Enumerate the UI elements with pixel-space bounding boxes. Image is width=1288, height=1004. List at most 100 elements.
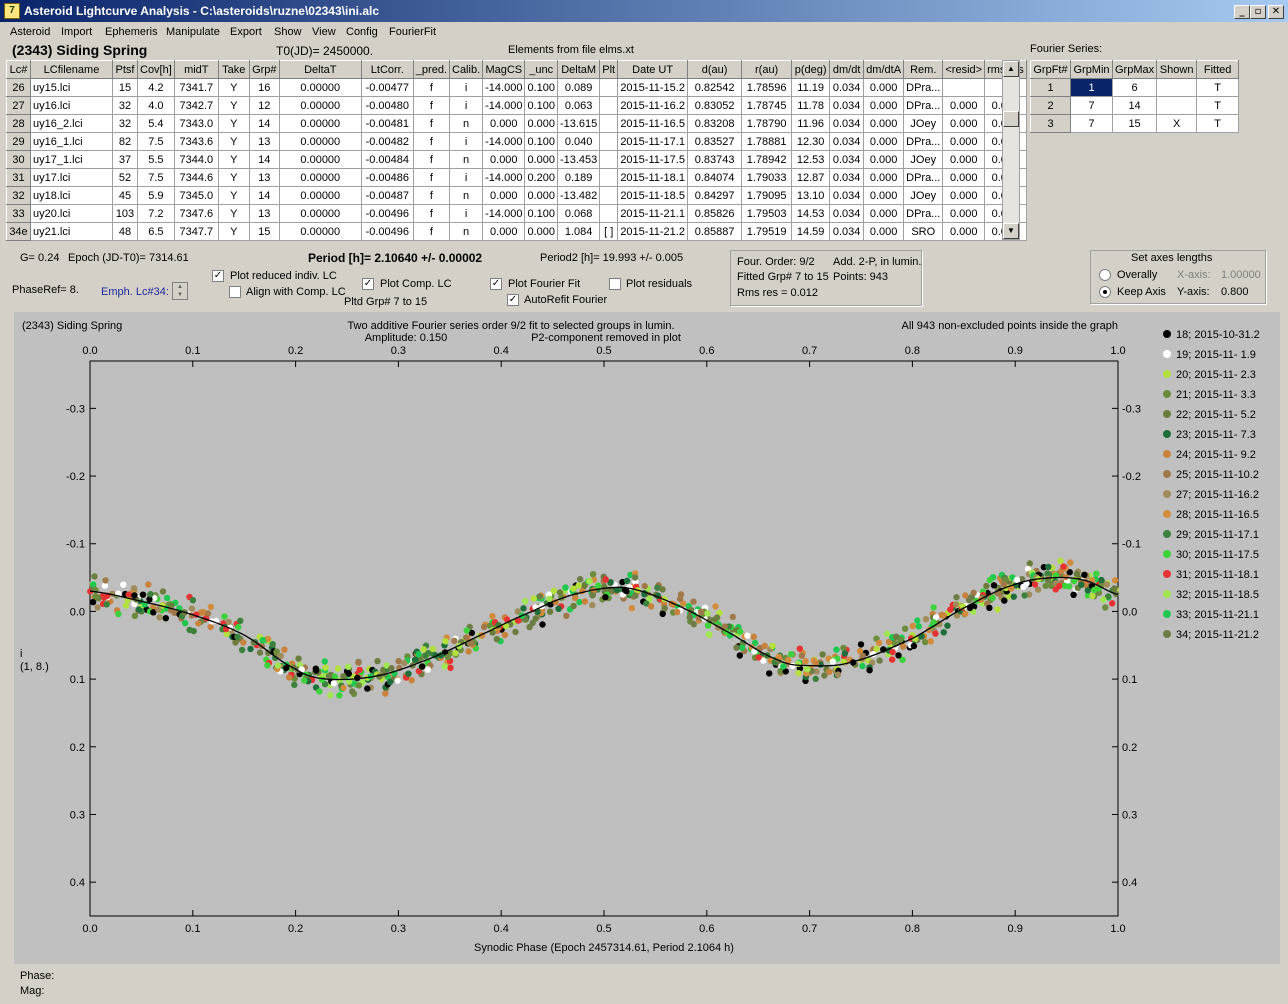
table-cell[interactable]: [ ] bbox=[599, 222, 619, 241]
table-cell[interactable]: 1.78596 bbox=[741, 78, 793, 97]
table-cell[interactable]: Y bbox=[217, 150, 250, 169]
table-cell[interactable]: 0.000 bbox=[863, 96, 905, 115]
table-cell[interactable]: 32 bbox=[112, 114, 138, 133]
table-cell[interactable]: Y bbox=[217, 96, 250, 115]
table-cell[interactable]: 0.83743 bbox=[687, 150, 743, 169]
table-cell[interactable]: 13 bbox=[248, 168, 280, 187]
table-cell[interactable]: uy21.lci bbox=[30, 222, 113, 241]
menu-config[interactable]: Config bbox=[346, 26, 378, 38]
table-cell[interactable]: 48 bbox=[112, 222, 138, 241]
table-cell[interactable]: 0.100 bbox=[524, 132, 558, 151]
fourier-cell[interactable]: T bbox=[1196, 114, 1240, 133]
table-cell[interactable]: Y bbox=[217, 186, 250, 205]
table-cell[interactable]: 0.034 bbox=[829, 114, 865, 133]
table-cell[interactable]: 7341.7 bbox=[173, 78, 219, 97]
table-cell[interactable]: 37 bbox=[112, 150, 138, 169]
table-cell[interactable]: 0.83527 bbox=[687, 132, 743, 151]
table-cell[interactable]: 11.19 bbox=[791, 78, 831, 97]
fourier-cell[interactable] bbox=[1156, 96, 1198, 115]
table-cell[interactable]: 2015-11-17.5 bbox=[617, 150, 689, 169]
plot-comp-checkbox[interactable]: ✓ bbox=[362, 278, 374, 290]
table-cell[interactable]: 2015-11-15.2 bbox=[617, 78, 689, 97]
table-cell[interactable]: 7.5 bbox=[137, 168, 175, 187]
table-cell[interactable]: 0.089 bbox=[556, 78, 601, 97]
table-cell[interactable]: -0.00496 bbox=[360, 222, 414, 241]
table-cell[interactable]: JOey bbox=[903, 150, 944, 169]
x-axis-value[interactable]: 1.00000 bbox=[1221, 269, 1261, 281]
table-cell[interactable]: n bbox=[448, 114, 484, 133]
table-cell[interactable]: -0.00480 bbox=[360, 96, 414, 115]
table-cell[interactable]: 32 bbox=[112, 96, 138, 115]
table-cell[interactable] bbox=[599, 96, 619, 115]
table-cell[interactable]: 4.0 bbox=[137, 96, 175, 115]
table-cell[interactable] bbox=[599, 204, 619, 223]
table-cell[interactable]: 2015-11-17.1 bbox=[617, 132, 689, 151]
table-cell[interactable]: 45 bbox=[112, 186, 138, 205]
table-cell[interactable]: 7344.6 bbox=[173, 168, 219, 187]
table-cell[interactable]: 82 bbox=[112, 132, 138, 151]
table-cell[interactable]: 0.000 bbox=[863, 150, 905, 169]
plot-reduced-checkbox[interactable]: ✓ bbox=[212, 270, 224, 282]
table-cell[interactable]: uy16_1.lci bbox=[30, 132, 113, 151]
table-row[interactable]: 27 uy16.lci 32 4.0 7342.7 Y 12 0.00000 -0.00480 f… bbox=[6, 96, 1027, 115]
table-cell[interactable]: 14 bbox=[248, 150, 280, 169]
table-cell[interactable]: 0.000 bbox=[863, 204, 905, 223]
table-row[interactable]: 31 uy17.lci 52 7.5 7344.6 Y 13 0.00000 -0.00486 f… bbox=[6, 168, 1027, 187]
table-cell[interactable]: -14.000 bbox=[482, 96, 526, 115]
table-cell[interactable]: 13 bbox=[248, 132, 280, 151]
table-cell[interactable]: 2015-11-18.1 bbox=[617, 168, 689, 187]
table-cell[interactable]: 1.78942 bbox=[741, 150, 793, 169]
table-cell[interactable]: 0.00000 bbox=[278, 186, 362, 205]
table-cell[interactable]: 0.100 bbox=[524, 78, 558, 97]
table-cell[interactable]: 1.79503 bbox=[741, 204, 793, 223]
fourier-col-header[interactable]: Fitted bbox=[1196, 60, 1240, 79]
emph-lc-spinner[interactable]: ▲ ▼ bbox=[172, 282, 188, 300]
col-header[interactable]: d(au) bbox=[687, 60, 743, 79]
table-cell[interactable]: 0.034 bbox=[829, 132, 865, 151]
table-cell[interactable]: -14.000 bbox=[482, 204, 526, 223]
table-cell[interactable]: 0.000 bbox=[942, 150, 986, 169]
table-cell[interactable]: 30 bbox=[6, 150, 31, 169]
table-cell[interactable]: -13.453 bbox=[556, 150, 601, 169]
fourier-cell[interactable]: 7 bbox=[1070, 114, 1113, 133]
table-cell[interactable]: uy18.lci bbox=[30, 186, 113, 205]
table-cell[interactable]: 0.00000 bbox=[278, 78, 362, 97]
table-cell[interactable]: n bbox=[448, 222, 484, 241]
table-cell[interactable]: -13.615 bbox=[556, 114, 601, 133]
table-cell[interactable]: uy20.lci bbox=[30, 204, 113, 223]
table-cell[interactable]: JOey bbox=[903, 186, 944, 205]
table-cell[interactable]: 0.000 bbox=[942, 132, 986, 151]
table-cell[interactable]: f bbox=[412, 96, 451, 115]
table-cell[interactable]: 1.78790 bbox=[741, 114, 793, 133]
menu-ephemeris[interactable]: Ephemeris bbox=[105, 26, 158, 38]
menu-import[interactable]: Import bbox=[61, 26, 93, 38]
menu-asteroid[interactable]: Asteroid bbox=[10, 26, 51, 38]
col-header[interactable]: p(deg) bbox=[791, 60, 831, 79]
table-cell[interactable]: -14.000 bbox=[482, 132, 526, 151]
table-cell[interactable]: 7347.6 bbox=[173, 204, 219, 223]
col-header[interactable]: Plt bbox=[599, 60, 619, 79]
table-row[interactable]: 34e uy21.lci 48 6.5 7347.7 Y 15 0.00000 -0.00496… bbox=[6, 222, 1027, 241]
table-cell[interactable]: f bbox=[412, 150, 451, 169]
table-cell[interactable]: DPra... bbox=[903, 96, 944, 115]
table-cell[interactable]: 14.53 bbox=[791, 204, 831, 223]
table-cell[interactable]: 31 bbox=[6, 168, 31, 187]
table-cell[interactable]: 1.78881 bbox=[741, 132, 793, 151]
table-cell[interactable]: 0.034 bbox=[829, 168, 865, 187]
table-cell[interactable]: 0.000 bbox=[863, 186, 905, 205]
table-cell[interactable]: 0.189 bbox=[556, 168, 601, 187]
table-cell[interactable]: 34e bbox=[6, 222, 31, 241]
table-cell[interactable]: 0.00000 bbox=[278, 114, 362, 133]
col-header[interactable]: MagCS bbox=[482, 60, 526, 79]
table-cell[interactable]: DPra... bbox=[903, 78, 944, 97]
table-cell[interactable]: 0.85826 bbox=[687, 204, 743, 223]
table-cell[interactable]: f bbox=[412, 204, 451, 223]
table-cell[interactable]: JOey bbox=[903, 114, 944, 133]
table-cell[interactable]: 0.00000 bbox=[278, 132, 362, 151]
table-cell[interactable]: 0.034 bbox=[829, 204, 865, 223]
table-cell[interactable]: 14 bbox=[248, 186, 280, 205]
fourier-cell[interactable]: 15 bbox=[1111, 114, 1158, 133]
scroll-thumb[interactable] bbox=[1003, 111, 1019, 127]
menu-fourierfit[interactable]: FourierFit bbox=[389, 26, 437, 38]
